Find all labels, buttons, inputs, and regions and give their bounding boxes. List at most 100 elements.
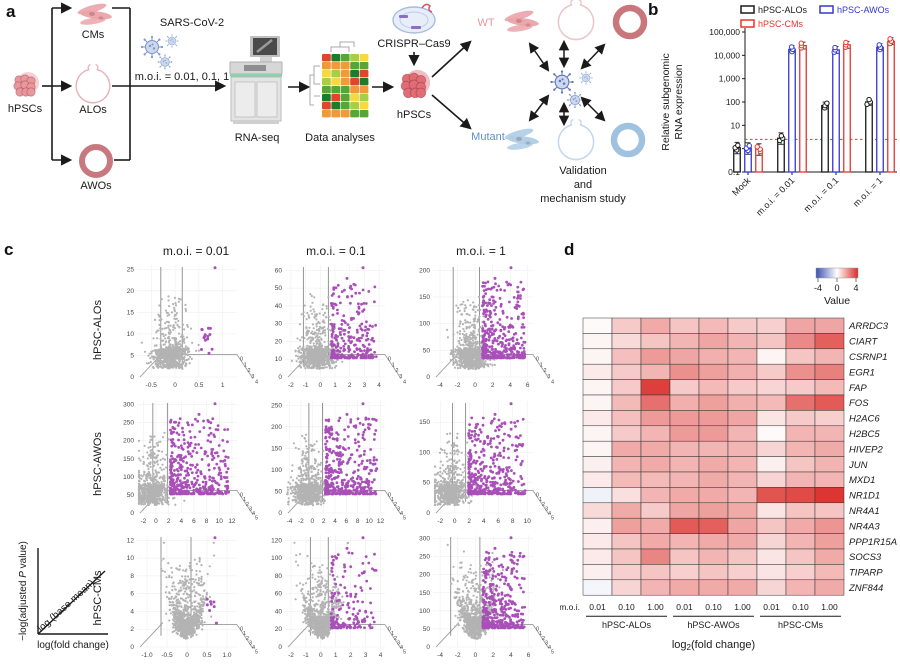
- heatmap-cell: [785, 410, 816, 427]
- heatmap-cell: [582, 425, 613, 442]
- heatmap-cell: [669, 456, 700, 473]
- y-tick-label: 150: [271, 445, 282, 452]
- heatmap-cell: [756, 548, 787, 565]
- hpscs-cells-icon: [13, 72, 39, 97]
- z-tick-label: 5: [403, 650, 406, 656]
- moi-col-label: 0.01: [763, 602, 780, 612]
- y-tick-label: 150: [419, 419, 430, 426]
- y-tick-label: 10,000: [714, 50, 740, 60]
- x-tick-label: -2: [288, 382, 294, 389]
- heatmap-cell: [698, 317, 729, 334]
- grid: [285, 265, 385, 378]
- heatmap-cell: [698, 533, 729, 550]
- y-tick-label: 8: [130, 573, 134, 580]
- heatmap-cell: [640, 348, 671, 365]
- heatmap-cell: [669, 548, 700, 565]
- virus-icon: [157, 54, 173, 70]
- heatmap-cell: [756, 456, 787, 473]
- data-point: [754, 144, 760, 150]
- legend-label: hPSC-AWOs: [837, 5, 890, 15]
- heatmap-x-label: log2(fold change): [672, 639, 755, 652]
- x-tick-label: -2: [288, 652, 294, 659]
- volcano-hPSC-ALOs-m.o.i. = 0.01: 012340510152025-0.5 0 0.5 1: [127, 265, 258, 389]
- heatmap-cell: [582, 317, 613, 334]
- heatmap-cell: [698, 348, 729, 365]
- z-tick-label: 5: [403, 516, 406, 522]
- heatmap-cell: [669, 333, 700, 350]
- heatmap-cell: [756, 502, 787, 519]
- z-tick-label: 3: [397, 506, 400, 512]
- legend-label: hPSC-ALOs: [758, 5, 808, 15]
- data-point: [832, 44, 838, 51]
- x-tick-label: 2: [491, 652, 495, 659]
- heatmap-cell: [611, 379, 642, 396]
- heatmap-cell: [669, 379, 700, 396]
- heatmap-cell: [669, 502, 700, 519]
- heatmap-cell: [814, 502, 845, 519]
- heatmap-cell: [669, 517, 700, 534]
- heatmap-cell: [669, 487, 700, 504]
- heatmap-cell: [698, 379, 729, 396]
- x-tick-label: 2: [167, 518, 171, 525]
- gene-label: NR4A1: [849, 506, 880, 517]
- heatmap-cell: [611, 348, 642, 365]
- heatmap-cell: [640, 517, 671, 534]
- z-tick-label: 0: [388, 627, 391, 633]
- y-tick-label: 100: [271, 467, 282, 474]
- z-tick-label: 5: [551, 650, 554, 656]
- moi-label: m.o.i. = 0.01, 0.1, 1: [135, 71, 229, 83]
- y-tick-label: 0: [130, 510, 134, 517]
- legend-label: hPSC-CMs: [758, 19, 804, 29]
- merge-bracket: [112, 7, 227, 161]
- heatmap-cell: [785, 348, 816, 365]
- heatmap-cell: [582, 548, 613, 565]
- x-tick-label: 0: [474, 652, 478, 659]
- heatmap-cell: [698, 471, 729, 488]
- z-axis: [532, 490, 550, 515]
- axis-legend-lines: [37, 548, 108, 635]
- heatmap-cell: [756, 317, 787, 334]
- gene-label: FOS: [849, 398, 869, 409]
- y-tick-label: 25: [127, 266, 135, 273]
- nonsig-points: [140, 295, 200, 370]
- y-tick-label: 100: [419, 449, 430, 456]
- heatmap-cell: [698, 548, 729, 565]
- heatmap-cell: [727, 379, 758, 396]
- heatmap-cell: [785, 533, 816, 550]
- volcano-hPSC-AWOs-m.o.i. = 0.1: 012345050100150200250-4 -2 0 2 4 6 8 10 12: [271, 401, 406, 525]
- heatmap-cell: [785, 363, 816, 380]
- heatmap-cell: [756, 394, 787, 411]
- panel-c-col-title-2: m.o.i. = 0.1: [306, 244, 366, 258]
- heatmap-cell: [582, 517, 613, 534]
- heatmap-cell: [582, 487, 613, 504]
- heatmap-cell: [727, 440, 758, 457]
- heatmap-cell: [698, 363, 729, 380]
- z-tick-label: 1: [244, 362, 247, 368]
- wt-alo-icon: [557, 0, 595, 41]
- moi-col-label: 1.00: [734, 602, 751, 612]
- cms-icon: [76, 1, 113, 27]
- data-point: [876, 42, 882, 48]
- y-tick-label: 10: [127, 331, 135, 338]
- z-axis: [532, 624, 550, 649]
- heatmap-cell: [756, 379, 787, 396]
- z-axis: [384, 354, 402, 379]
- heatmap-cell: [582, 348, 613, 365]
- moi-col-label: 0.10: [792, 602, 809, 612]
- heatmap-cell: [814, 564, 845, 581]
- x-tick-label: -2: [298, 518, 304, 525]
- y-tick-label: 6: [130, 591, 134, 598]
- y-tick-label: 10: [275, 356, 283, 363]
- heatmap-cell: [785, 548, 816, 565]
- y-tick-label: 1,000: [719, 74, 741, 84]
- heatmap-cell: [727, 317, 758, 334]
- gene-label: H2BC5: [849, 429, 880, 440]
- data-point: [824, 100, 830, 106]
- heatmap-cell: [669, 410, 700, 427]
- sig-points: [330, 266, 378, 360]
- z-tick-label: 1: [391, 631, 394, 637]
- validation-label-3: mechanism study: [540, 193, 626, 205]
- y-tick-label: 300: [123, 402, 134, 409]
- x-tick-label: 4: [377, 382, 381, 389]
- heatmap-cell: [727, 394, 758, 411]
